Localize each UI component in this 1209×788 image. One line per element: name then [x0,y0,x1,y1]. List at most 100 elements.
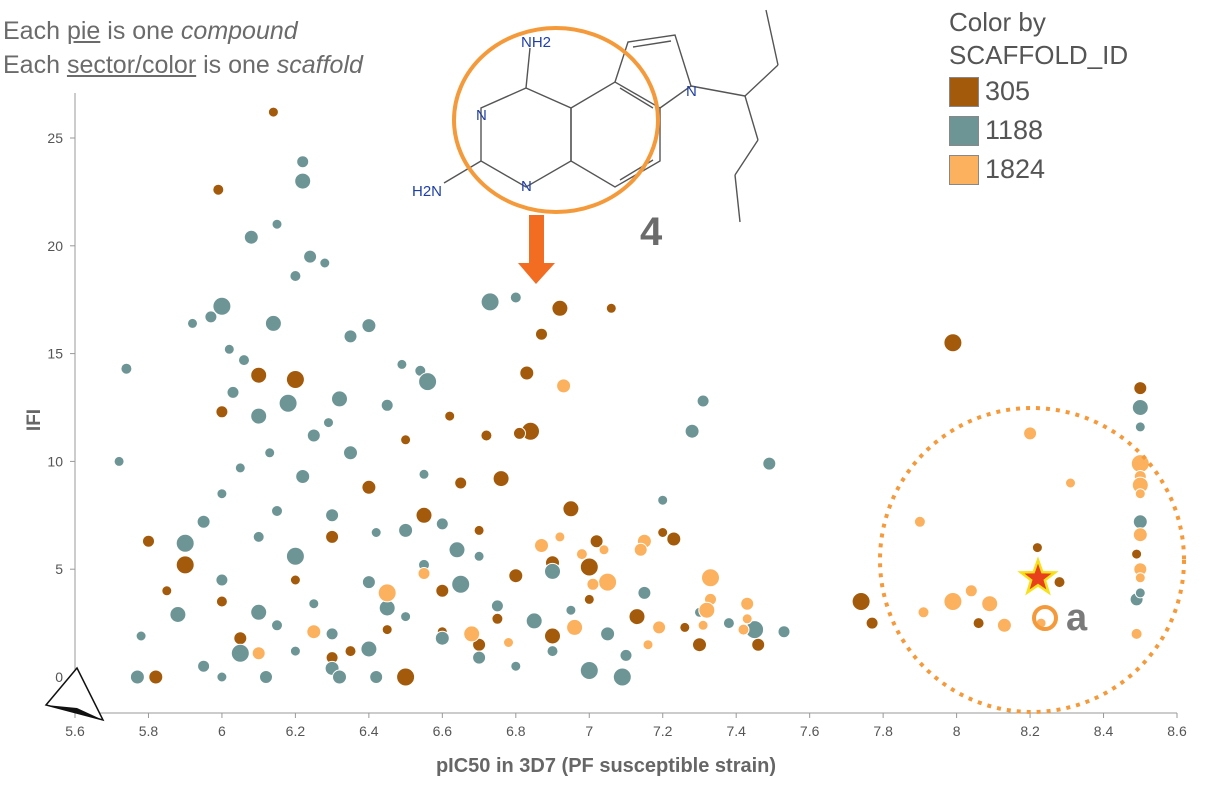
data-point-1824[interactable] [701,568,720,588]
data-point-305[interactable] [325,529,340,544]
data-point-1188[interactable] [271,505,283,517]
data-point-1188[interactable] [308,598,320,610]
data-point-1188[interactable] [1131,399,1149,416]
data-point-1824[interactable] [1065,477,1076,489]
data-point-1188[interactable] [451,574,471,594]
data-point-1824[interactable] [964,584,978,598]
data-point-1188[interactable] [278,393,298,413]
data-point-305[interactable] [215,405,229,419]
data-point-1188[interactable] [400,611,412,623]
navigation-arrow-icon[interactable] [44,666,105,722]
data-point-1188[interactable] [243,229,259,245]
data-point-1824[interactable] [554,531,566,543]
data-point-1824[interactable] [598,572,618,592]
data-point-1188[interactable] [762,456,777,471]
data-point-1188[interactable] [600,626,616,642]
data-point-1188[interactable] [684,423,700,439]
data-point-1824[interactable] [737,623,750,636]
data-point-1824[interactable] [463,625,481,643]
data-point-1824[interactable] [575,548,588,561]
data-point-1188[interactable] [435,517,449,531]
data-point-1188[interactable] [343,329,358,344]
data-point-1824[interactable] [943,592,963,611]
data-point-1824[interactable] [306,624,322,640]
data-point-305[interactable] [1053,576,1066,589]
legend-item[interactable]: 305 [949,72,1128,111]
data-point-305[interactable] [1133,381,1148,396]
data-point-1188[interactable] [696,394,710,408]
data-point-1188[interactable] [473,550,485,562]
data-point-305[interactable] [454,476,468,490]
data-point-305[interactable] [175,555,195,575]
data-point-305[interactable] [851,592,871,611]
data-point-1188[interactable] [1132,514,1148,530]
data-point-1188[interactable] [1134,421,1146,433]
data-point-1188[interactable] [289,270,302,282]
data-point-1188[interactable] [637,585,652,600]
data-point-1188[interactable] [250,603,268,621]
data-point-1188[interactable] [250,407,268,425]
data-point-1824[interactable] [917,606,930,619]
data-point-1188[interactable] [1134,587,1146,599]
data-point-305[interactable] [444,410,456,422]
data-point-1188[interactable] [169,606,187,623]
data-point-1188[interactable] [332,669,347,685]
data-point-1188[interactable] [579,661,599,680]
data-point-305[interactable] [972,617,985,630]
data-point-1188[interactable] [418,372,438,392]
data-point-305[interactable] [285,370,305,389]
data-point-1824[interactable] [981,595,999,613]
data-point-1824[interactable] [913,515,926,528]
data-point-1188[interactable] [544,562,561,580]
data-point-1188[interactable] [565,604,577,616]
data-point-1824[interactable] [1134,572,1146,584]
data-point-1188[interactable] [418,468,430,480]
data-point-1188[interactable] [303,249,318,264]
data-point-1188[interactable] [434,630,450,646]
data-point-1188[interactable] [323,417,334,429]
data-point-1188[interactable] [223,343,235,355]
data-point-1188[interactable] [295,469,311,484]
data-point-305[interactable] [865,616,879,630]
data-point-305[interactable] [666,531,682,547]
data-point-1824[interactable] [377,583,397,603]
legend-item[interactable]: 1824 [949,150,1128,189]
data-point-305[interactable] [435,583,450,598]
data-point-305[interactable] [396,667,416,687]
data-point-1188[interactable] [331,390,348,408]
data-point-1824[interactable] [598,544,610,556]
data-point-305[interactable] [212,183,225,196]
data-point-1188[interactable] [204,310,218,324]
data-point-1824[interactable] [503,637,514,648]
data-point-1188[interactable] [361,318,377,334]
data-point-1824[interactable] [566,618,584,636]
data-point-305[interactable] [381,624,393,636]
data-point-1188[interactable] [398,522,414,538]
data-point-1188[interactable] [216,488,228,500]
data-point-1188[interactable] [129,669,145,685]
data-point-1188[interactable] [361,575,376,590]
data-point-1188[interactable] [509,291,522,304]
data-point-1824[interactable] [741,613,753,625]
data-point-305[interactable] [657,527,669,538]
data-point-1188[interactable] [296,155,310,169]
data-point-305[interactable] [519,365,535,381]
data-point-1824[interactable] [417,567,431,580]
data-point-1188[interactable] [472,650,487,665]
legend-item[interactable]: 1188 [949,111,1128,150]
data-point-305[interactable] [1031,542,1043,554]
data-point-1188[interactable] [546,645,559,658]
data-point-1824[interactable] [534,538,549,553]
data-point-305[interactable] [544,627,561,645]
data-point-305[interactable] [751,637,766,652]
data-point-1188[interactable] [448,541,466,559]
data-point-1824[interactable] [586,577,600,591]
data-point-305[interactable] [692,637,707,653]
data-point-1824[interactable] [1130,627,1143,640]
data-point-1188[interactable] [525,612,543,630]
data-point-305[interactable] [605,302,617,314]
data-point-305[interactable] [579,557,599,577]
data-point-1824[interactable] [633,542,648,557]
data-point-1188[interactable] [619,648,633,662]
data-point-1824[interactable] [1023,426,1038,441]
